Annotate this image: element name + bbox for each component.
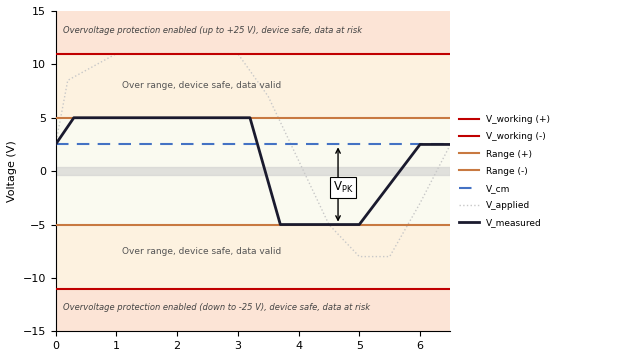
Text: $\mathrm{V_{PK}}$: $\mathrm{V_{PK}}$ <box>333 180 353 195</box>
Bar <box>56 54 450 118</box>
Text: Overvoltage protection enabled (up to +25 V), device safe, data at risk: Overvoltage protection enabled (up to +2… <box>63 26 362 35</box>
Text: Over range, device safe, data valid: Over range, device safe, data valid <box>122 247 282 256</box>
Text: Over range, device safe, data valid: Over range, device safe, data valid <box>122 81 282 90</box>
Bar <box>56 224 450 289</box>
Text: Overvoltage protection enabled (down to -25 V), device safe, data at risk: Overvoltage protection enabled (down to … <box>63 303 370 312</box>
Y-axis label: Voltage (V): Voltage (V) <box>7 140 17 202</box>
Bar <box>56 118 450 224</box>
Bar <box>56 11 450 54</box>
Legend: V_working (+), V_working (-), Range (+), Range (-), V_cm, V_applied, V_measured: V_working (+), V_working (-), Range (+),… <box>459 115 550 227</box>
Bar <box>56 167 450 175</box>
Bar <box>56 289 450 332</box>
